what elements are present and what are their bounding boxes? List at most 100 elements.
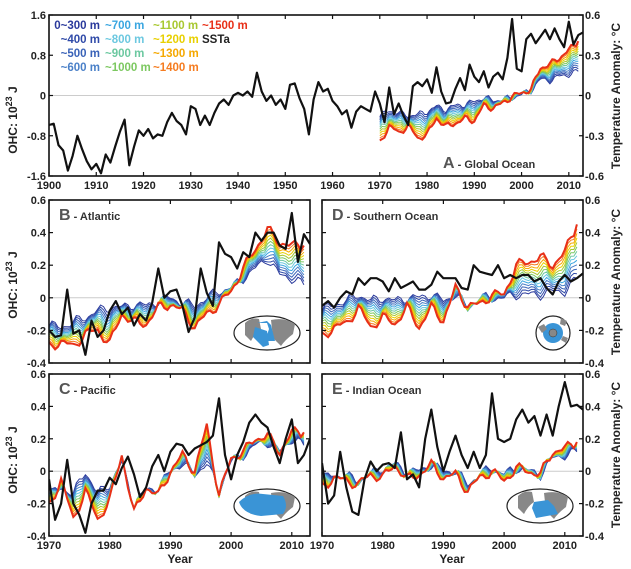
legend-item: ~400 m (61, 34, 100, 46)
y-tick-label-right: 0 (585, 293, 591, 305)
y-tick-label-left: -1.6 (27, 171, 46, 183)
ohc-line-0-300-m (322, 276, 578, 312)
ohc-line-500-m (322, 268, 577, 314)
ohc-line-1100-m (379, 50, 579, 132)
x-axis-title-c: Year (167, 552, 193, 566)
y-tick-label-left: 0.6 (31, 369, 46, 381)
y-tick-label-right: 0.4 (585, 228, 601, 240)
y-tick-label-right: -0.4 (585, 531, 605, 543)
y-tick-label-left: 0.4 (31, 401, 47, 413)
plot-frame (48, 199, 311, 364)
y-axis-title-left-a: OHC: 1023 J (4, 86, 20, 153)
land-shape (538, 324, 547, 333)
legend-item: ~1200 m (153, 34, 199, 46)
panel-e-indian-ocean: 1970 1980 1990 2000 2010 0.6 0.4 0.2 0 -0.2 -0.4 E … (310, 369, 605, 552)
y-tick-label-left: 0.2 (31, 434, 46, 446)
land-shape (560, 318, 567, 326)
panel-letter: B (59, 207, 71, 224)
x-tick-label: 2010 (280, 540, 304, 552)
panel-letter: A (443, 155, 455, 172)
y-tick-label-left: 1.6 (31, 10, 46, 22)
plot-frame (321, 199, 584, 364)
panel-name: - Indian Ocean (343, 385, 422, 397)
panel-title: A - Global Ocean (443, 155, 536, 172)
legend-item: ~1500 m (202, 20, 248, 32)
land-shape (518, 491, 534, 514)
panel-b-atlantic: 0.6 0.4 0.2 0 -0.2 -0.4 B - Atlantic (27, 195, 311, 370)
x-tick-label: 2010 (553, 540, 577, 552)
x-tick-label: 1950 (273, 180, 297, 192)
legend: 0~300 m ~400 m ~500 m ~600 m ~700 m ~800 m ~90… (54, 20, 247, 74)
panel-letter: D (332, 207, 344, 224)
y-tick-label-right: -0.4 (585, 358, 605, 370)
x-tick-label: 1900 (37, 180, 61, 192)
x-tick-label: 1980 (415, 180, 439, 192)
inset-map-pacific (233, 488, 301, 524)
y-tick-label-right: -0.6 (585, 171, 604, 183)
land-shape (561, 336, 568, 343)
x-tick-label: 1990 (158, 540, 182, 552)
ohc-series-group (379, 40, 580, 142)
panel-title: C - Pacific (59, 381, 116, 398)
panel-title: E - Indian Ocean (332, 381, 422, 398)
ohc-line-1100-m (322, 242, 578, 327)
x-tick-label: 1990 (462, 180, 486, 192)
legend-item: 0~300 m (54, 20, 100, 32)
plot-frame (321, 373, 584, 537)
panel-d-southern-ocean: 0.6 0.4 0.2 0 -0.2 -0.4 D - Southern Ocean (321, 195, 605, 370)
y-tick-label-left: 0 (40, 293, 46, 305)
x-tick-label: 1930 (179, 180, 203, 192)
ocean-highlight (239, 493, 286, 516)
y-tick-label-right: -0.3 (585, 131, 604, 143)
ssta-line (49, 17, 583, 175)
y-tick-label-left: 0.2 (31, 260, 46, 272)
ohc-line-1500-m (322, 224, 578, 339)
legend-item: ~900 m (105, 48, 144, 60)
ohc-line-0-300-m (49, 260, 305, 330)
inset-map-indian (506, 488, 574, 524)
y-axis-title-left-c: OHC: 1023 J (4, 426, 20, 493)
x-tick-label: 2000 (492, 540, 516, 552)
x-tick-label: 1970 (310, 540, 334, 552)
x-tick-label: 1970 (37, 540, 61, 552)
land-shape (271, 319, 295, 346)
y-tick-label-left: -0.4 (27, 358, 47, 370)
legend-item: SSTa (202, 34, 231, 46)
panel-c-pacific: 1970 1980 1990 2000 2010 0.6 0.4 0.2 0 -0.2 -0.4 C … (27, 369, 311, 552)
x-tick-label: 1940 (226, 180, 250, 192)
panel-name: - Global Ocean (455, 159, 536, 171)
x-tick-label: 2000 (509, 180, 533, 192)
antarctica-shape (548, 328, 558, 338)
ssta-line (49, 397, 310, 534)
legend-item: ~500 m (61, 48, 100, 60)
legend-item: ~1300 m (153, 48, 199, 60)
ohc-line-500-m (49, 257, 305, 333)
y-tick-label-left: -0.4 (27, 531, 47, 543)
y-tick-label-right: -0.2 (585, 499, 604, 511)
land-shape (245, 318, 261, 341)
panel-letter: C (59, 381, 71, 398)
y-tick-label-right: 0.2 (585, 434, 600, 446)
y-axis-title-left-b: OHC: 1023 J (4, 251, 20, 318)
panel-a-global-ocean: 1900 1910 1920 1930 1940 1950 1960 1970 1980 1990… (27, 10, 604, 192)
ocean-highlight (532, 500, 558, 518)
ohc-line-400-m (49, 258, 305, 332)
x-tick-label: 1980 (97, 540, 121, 552)
ohc-line-800-m (379, 57, 579, 127)
panel-name: - Southern Ocean (344, 211, 439, 223)
x-tick-label: 1920 (131, 180, 155, 192)
y-tick-label-right: 0 (585, 466, 591, 478)
legend-item: ~800 m (105, 34, 144, 46)
x-tick-label: 1960 (320, 180, 344, 192)
ohc-line-1300-m (322, 233, 578, 333)
y-tick-label-right: 0.6 (585, 369, 600, 381)
x-tick-label: 1970 (368, 180, 392, 192)
panel-name: - Atlantic (71, 211, 121, 223)
x-tick-label: 1910 (84, 180, 108, 192)
y-axis-title-right-d: Temperature Anomaly: °C (609, 209, 623, 355)
ssta-line (322, 381, 583, 517)
y-tick-label-left: 0 (40, 466, 46, 478)
ohc-line-700-m (379, 59, 579, 125)
y-tick-label-left: 0.4 (31, 228, 47, 240)
